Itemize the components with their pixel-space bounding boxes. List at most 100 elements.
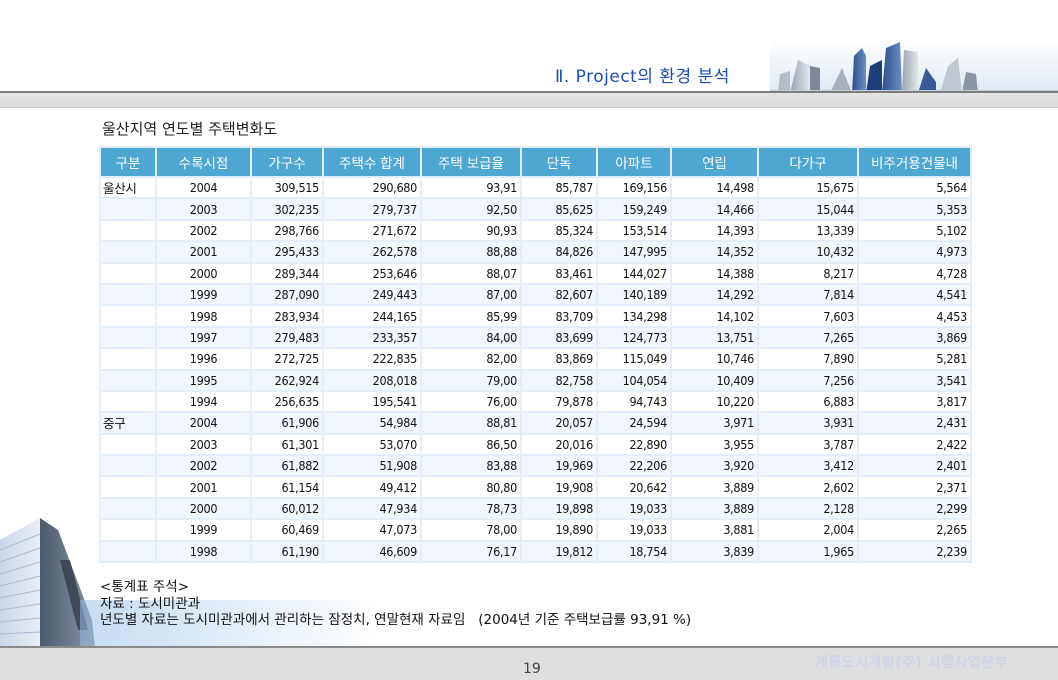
table-cell: 14,102 bbox=[670, 304, 759, 328]
table-cell: 2,128 bbox=[757, 496, 859, 521]
table-cell: 3,889 bbox=[670, 475, 759, 499]
table-cell: 93,91 bbox=[420, 175, 522, 200]
table-cell: 78,73 bbox=[420, 496, 522, 521]
table-cell: 15,675 bbox=[757, 175, 859, 200]
table-cell: 61,301 bbox=[250, 432, 324, 457]
table-cell: 51,908 bbox=[322, 454, 422, 478]
table-cell: 14,292 bbox=[670, 282, 759, 307]
table-cell: 1998 bbox=[155, 539, 252, 564]
table-cell: 1999 bbox=[155, 282, 252, 307]
table-cell: 14,388 bbox=[670, 261, 759, 285]
table-row: 2001 61,154 49,412 80,80 19,908 20,642 3,889 2,… bbox=[99, 475, 972, 499]
table-cell: 61,154 bbox=[250, 475, 324, 499]
table-cell: 3,817 bbox=[857, 389, 972, 414]
table-cell: 1,965 bbox=[757, 539, 859, 564]
table-cell: 94,743 bbox=[596, 389, 672, 414]
table-cell: 2002 bbox=[155, 218, 252, 243]
table-cell: 3,869 bbox=[857, 325, 972, 350]
table-cell: 82,607 bbox=[520, 282, 598, 307]
col-header-year: 수록시점 bbox=[155, 146, 252, 178]
table-cell: 86,50 bbox=[420, 432, 522, 457]
table-row: 2002 61,882 51,908 83,88 19,969 22,206 3,920 3,… bbox=[99, 454, 972, 478]
table-cell: 90,93 bbox=[420, 218, 522, 243]
table-header-row: 구분 수록시점 가구수 주택수 합계 주택 보급율 단독 아파트 연립 다가구 … bbox=[99, 146, 972, 178]
table-cell: 3,787 bbox=[757, 432, 859, 457]
table-cell: 4,541 bbox=[857, 282, 972, 307]
table-cell: 208,018 bbox=[322, 368, 422, 392]
table-cell bbox=[99, 261, 157, 285]
col-header-total-housing: 주택수 합계 bbox=[322, 146, 422, 178]
table-cell: 2,299 bbox=[857, 496, 972, 521]
table-row: 1995 262,924 208,018 79,00 82,758 104,054 10,4… bbox=[99, 368, 972, 392]
notes-heading: <통계표 주석> bbox=[100, 579, 190, 595]
table-cell: 83,699 bbox=[520, 325, 598, 350]
table-cell: 83,88 bbox=[420, 454, 522, 478]
col-header-multi-household: 다가구 bbox=[757, 146, 859, 178]
table-cell: 92,50 bbox=[420, 197, 522, 221]
table-row: 1994 256,635 195,541 76,00 79,878 94,743 10,22… bbox=[99, 389, 972, 414]
table-cell: 253,646 bbox=[322, 261, 422, 285]
table-cell: 283,934 bbox=[250, 304, 324, 328]
table-row: 울산시 2004 309,515 290,680 93,91 85,787 169,156 1… bbox=[99, 175, 972, 200]
table-cell: 19,033 bbox=[596, 518, 672, 542]
table-cell: 7,256 bbox=[757, 368, 859, 392]
table-cell: 1999 bbox=[155, 518, 252, 542]
table-cell: 60,469 bbox=[250, 518, 324, 542]
table-cell bbox=[99, 240, 157, 264]
table-cell bbox=[99, 197, 157, 221]
table-cell: 3,412 bbox=[757, 454, 859, 478]
table-cell: 60,012 bbox=[250, 496, 324, 521]
table-cell: 19,898 bbox=[520, 496, 598, 521]
table-cell: 20,642 bbox=[596, 475, 672, 499]
table-notes: <통계표 주석> 자료 : 도시미관과 년도별 자료는 도시미관과에서 관리하는… bbox=[100, 579, 691, 629]
footer-bar bbox=[0, 648, 1058, 680]
table-cell: 3,541 bbox=[857, 368, 972, 392]
table-cell: 88,88 bbox=[420, 240, 522, 264]
table-cell: 85,787 bbox=[520, 175, 598, 200]
table-cell: 61,882 bbox=[250, 454, 324, 478]
table-cell: 84,00 bbox=[420, 325, 522, 350]
table-cell: 2003 bbox=[155, 197, 252, 221]
table-cell: 2,422 bbox=[857, 432, 972, 457]
table-cell: 79,878 bbox=[520, 389, 598, 414]
table-cell: 262,924 bbox=[250, 368, 324, 392]
table-cell: 13,339 bbox=[757, 218, 859, 243]
table-cell: 79,00 bbox=[420, 368, 522, 392]
table-cell: 104,054 bbox=[596, 368, 672, 392]
table-cell: 115,049 bbox=[596, 347, 672, 371]
table-cell: 19,033 bbox=[596, 496, 672, 521]
table-cell bbox=[99, 282, 157, 307]
table-cell: 20,016 bbox=[520, 432, 598, 457]
table-cell: 14,352 bbox=[670, 240, 759, 264]
table-cell: 7,603 bbox=[757, 304, 859, 328]
table-cell: 2,602 bbox=[757, 475, 859, 499]
table-cell: 3,955 bbox=[670, 432, 759, 457]
table-cell: 2,004 bbox=[757, 518, 859, 542]
table-cell: 10,409 bbox=[670, 368, 759, 392]
table-cell: 2000 bbox=[155, 261, 252, 285]
table-cell: 1995 bbox=[155, 368, 252, 392]
table-cell: 49,412 bbox=[322, 475, 422, 499]
table-cell: 83,869 bbox=[520, 347, 598, 371]
table-cell: 1996 bbox=[155, 347, 252, 371]
table-cell: 3,881 bbox=[670, 518, 759, 542]
table-cell: 5,102 bbox=[857, 218, 972, 243]
table-cell: 290,680 bbox=[322, 175, 422, 200]
table-cell: 4,728 bbox=[857, 261, 972, 285]
col-header-apartment: 아파트 bbox=[596, 146, 672, 178]
table-cell: 289,344 bbox=[250, 261, 324, 285]
table-cell: 7,265 bbox=[757, 325, 859, 350]
table-cell: 5,353 bbox=[857, 197, 972, 221]
notes-source: 자료 : 도시미관과 bbox=[100, 595, 201, 612]
table-cell: 87,00 bbox=[420, 282, 522, 307]
table-row: 2002 298,766 271,672 90,93 85,324 153,514 14,3… bbox=[99, 218, 972, 243]
table-cell: 195,541 bbox=[322, 389, 422, 414]
table-cell: 4,453 bbox=[857, 304, 972, 328]
table-row: 1997 279,483 233,357 84,00 83,699 124,773 13,7… bbox=[99, 325, 972, 350]
col-header-supply-rate: 주택 보급율 bbox=[420, 146, 522, 178]
table-cell: 3,839 bbox=[670, 539, 759, 564]
table-cell: 14,466 bbox=[670, 197, 759, 221]
table-cell: 19,969 bbox=[520, 454, 598, 478]
table-cell: 83,461 bbox=[520, 261, 598, 285]
table-cell: 2,401 bbox=[857, 454, 972, 478]
